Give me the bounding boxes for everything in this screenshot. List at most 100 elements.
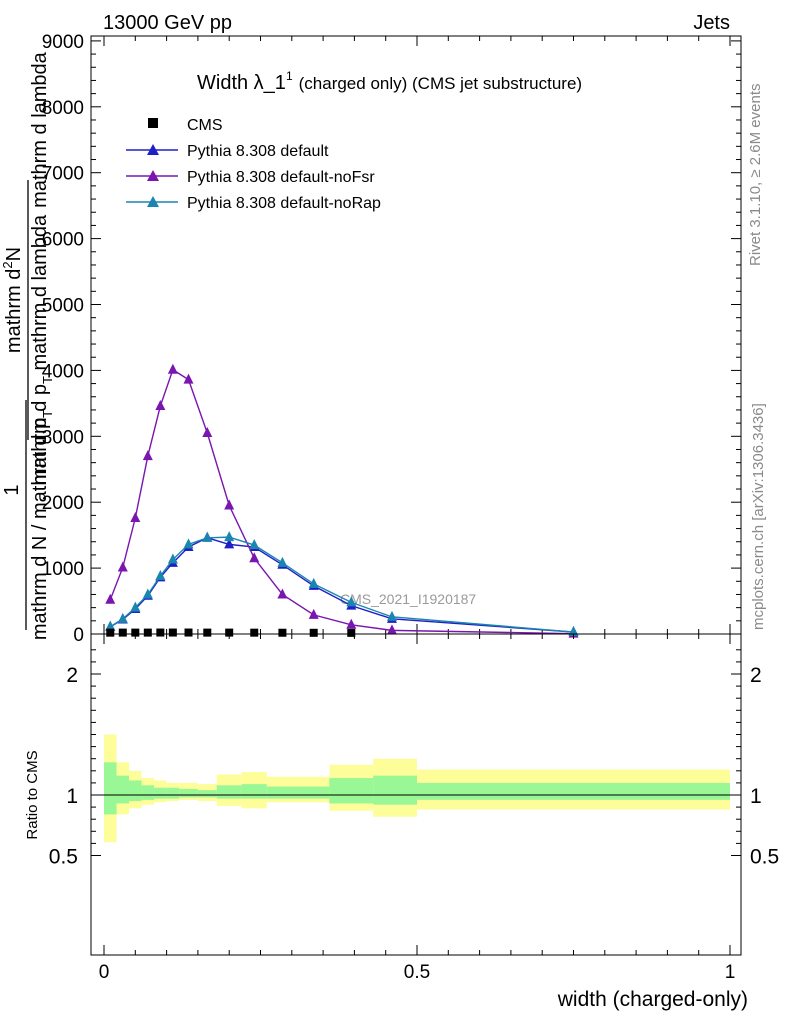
legend-label-cms: CMS [187, 117, 223, 134]
legend: CMS Pythia 8.308 default Pythia 8.308 de… [126, 117, 381, 212]
legend-marker-cms [148, 118, 158, 128]
legend-label-nofsr: Pythia 8.308 default-noFsr [187, 169, 375, 186]
ratio-stat-uncertainty-band [329, 778, 374, 804]
ratio-y-tick-label-right-0: 0.5 [750, 846, 779, 869]
series-point-1 [308, 608, 319, 619]
series-point-1 [346, 618, 357, 629]
series-point-0 [224, 538, 235, 549]
ratio-stat-uncertainty-band [166, 787, 180, 799]
legend-entry-cms: CMS [148, 117, 223, 134]
cms-point [250, 628, 259, 637]
series-point-1 [105, 593, 116, 604]
main-y-tick-label-3: 3000 [42, 427, 84, 448]
x-tick-label-0: 0 [99, 962, 110, 983]
legend-marker-norap [147, 196, 159, 207]
series-point-2 [224, 531, 235, 542]
series-point-2 [142, 588, 153, 599]
plot-title-rest: (charged only) (CMS jet substructure) [299, 74, 582, 93]
series-point-1 [386, 624, 397, 635]
series-point-1 [277, 588, 288, 599]
x-tick-label-2: 1 [725, 962, 736, 983]
main-y-tick-label-7: 7000 [42, 164, 84, 185]
legend-marker-nofsr [147, 170, 159, 181]
main-y-tick-label-9: 9000 [42, 32, 84, 53]
cms-point [278, 628, 287, 637]
main-y-tick-label-2: 2000 [42, 493, 84, 514]
series-point-2 [277, 556, 288, 567]
ratio-stat-uncertainty-band [197, 790, 217, 798]
header-collision: 13000 GeV pp [103, 12, 232, 34]
series-point-1 [130, 512, 141, 523]
y-label-numerator-rest: mathrm d lambda [29, 51, 51, 207]
series-point-2 [249, 539, 260, 550]
main-y-tick-label-6: 6000 [42, 230, 84, 251]
series-point-2 [130, 601, 141, 612]
ratio-stat-uncertainty-band [241, 784, 267, 799]
ratio-stat-uncertainty-band [129, 780, 142, 802]
ratio-stat-uncertainty-band [216, 785, 242, 799]
series-point-2 [105, 620, 116, 631]
series-point-1 [224, 499, 235, 510]
ratio-stat-uncertainty-band [141, 785, 155, 800]
ratio-stat-uncertainty-band [104, 762, 117, 815]
y-label-one: 1 [1, 484, 23, 495]
series-point-1 [249, 552, 260, 563]
ratio-y-tick-label-2: 2 [66, 664, 78, 687]
ratio-stat-uncertainty-band [179, 788, 198, 798]
ratio-stat-uncertainty-band [417, 782, 730, 800]
y-label-left-bottom: mathrm d N / mathrm d pT [29, 410, 55, 640]
y-label-denominator: mathrm d pT mathrm d lambda [29, 214, 55, 485]
ratio-x-axis: 0 0.5 1 [99, 634, 736, 983]
mcplots-label: mcplots.cern.ch [arXiv:1306.3436] [750, 403, 767, 630]
legend-entry-nofsr: Pythia 8.308 default-noFsr [126, 169, 375, 186]
plot-title: Width λ_11 (charged only) (CMS jet substr… [197, 69, 582, 94]
ratio-stat-uncertainty-band [116, 775, 130, 804]
series-point-2 [155, 570, 166, 581]
series-point-2 [346, 596, 357, 607]
series-point-2 [202, 531, 213, 542]
legend-entry-norap: Pythia 8.308 default-noRap [126, 195, 381, 212]
series-point-2 [308, 577, 319, 588]
ratio-y-label: Ratio to CMS [24, 750, 41, 839]
series-point-1 [167, 363, 178, 374]
main-y-tick-label-8: 8000 [42, 98, 84, 119]
legend-label-default: Pythia 8.308 default [187, 143, 329, 160]
series-line-2 [109, 536, 574, 633]
cms-point [131, 628, 140, 637]
x-axis-label: width (charged-only) [557, 988, 748, 1011]
ratio-stat-uncertainty-band [298, 786, 330, 799]
ratio-stat-uncertainty-band [266, 786, 299, 799]
series-point-1 [183, 373, 194, 384]
ratio-y-tick-label-right-2: 2 [750, 664, 762, 687]
legend-entry-default: Pythia 8.308 default [126, 143, 329, 160]
ratio-y-tick-label-0: 0.5 [49, 846, 78, 869]
header-category: Jets [693, 12, 730, 34]
series-point-2 [183, 538, 194, 549]
series-point-1 [202, 427, 213, 438]
series-layer [105, 363, 579, 638]
ratio-y-axis: 0.5 0.5 1 1 2 2 [49, 649, 779, 869]
series-point-2 [117, 612, 128, 623]
ratio-stat-uncertainty-band [373, 775, 417, 805]
cms-data-points [106, 628, 356, 637]
cms-point [184, 628, 193, 637]
main-panel: 0 1000 2000 3000 4000 5000 6000 7000 8000 9000 CM… [0, 32, 742, 646]
cms-point [168, 628, 177, 637]
legend-marker-default [147, 144, 159, 155]
main-y-label: mathrm d2N mathrm d lambda mathrm d pT m… [0, 51, 55, 640]
main-y-axis: 0 1000 2000 3000 4000 5000 6000 7000 8000 9000 [42, 32, 741, 646]
cms-point [203, 628, 212, 637]
y-label-numerator: mathrm d2N [0, 247, 25, 353]
main-y-tick-label-0: 0 [73, 625, 84, 646]
series-point-1 [117, 561, 128, 572]
legend-label-norap: Pythia 8.308 default-noRap [187, 195, 381, 212]
plot-title-main: Width λ_1 [197, 72, 286, 94]
cms-point [118, 628, 127, 637]
cms-point [347, 628, 356, 637]
cms-point [225, 628, 234, 637]
series-point-2 [386, 610, 397, 621]
cms-point [156, 628, 165, 637]
series-point-1 [155, 399, 166, 410]
cms-point [106, 628, 115, 637]
